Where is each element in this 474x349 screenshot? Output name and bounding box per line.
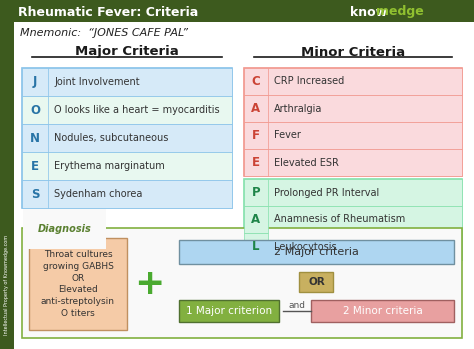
FancyBboxPatch shape — [244, 68, 268, 95]
FancyBboxPatch shape — [22, 96, 48, 124]
FancyBboxPatch shape — [244, 233, 268, 260]
FancyBboxPatch shape — [22, 124, 48, 152]
FancyBboxPatch shape — [244, 233, 462, 260]
Text: 1 Major criterion: 1 Major criterion — [186, 306, 272, 316]
FancyBboxPatch shape — [311, 300, 454, 322]
Text: Prolonged PR Interval: Prolonged PR Interval — [274, 187, 379, 198]
FancyBboxPatch shape — [22, 228, 462, 338]
Text: S: S — [31, 187, 39, 200]
FancyBboxPatch shape — [22, 180, 232, 208]
FancyBboxPatch shape — [244, 149, 462, 176]
Text: C: C — [252, 75, 260, 88]
FancyBboxPatch shape — [244, 68, 462, 95]
FancyBboxPatch shape — [244, 149, 268, 176]
Text: 2 Minor criteria: 2 Minor criteria — [343, 306, 422, 316]
Text: Anamnesis of Rheumatism: Anamnesis of Rheumatism — [274, 215, 405, 224]
FancyBboxPatch shape — [244, 95, 462, 122]
Text: N: N — [30, 132, 40, 144]
Text: CRP Increased: CRP Increased — [274, 76, 344, 87]
Text: Minor Criteria: Minor Criteria — [301, 45, 405, 59]
Text: O looks like a heart = myocarditis: O looks like a heart = myocarditis — [54, 105, 219, 115]
FancyBboxPatch shape — [22, 68, 232, 96]
Text: Elevated ESR: Elevated ESR — [274, 157, 339, 168]
FancyBboxPatch shape — [300, 272, 334, 292]
FancyBboxPatch shape — [22, 68, 48, 96]
Text: P: P — [252, 186, 260, 199]
Text: OR: OR — [308, 277, 325, 287]
FancyBboxPatch shape — [14, 22, 474, 349]
FancyBboxPatch shape — [22, 152, 48, 180]
FancyBboxPatch shape — [244, 122, 462, 149]
FancyBboxPatch shape — [22, 152, 232, 180]
Text: Diagnosis: Diagnosis — [38, 224, 92, 234]
Text: F: F — [252, 129, 260, 142]
FancyBboxPatch shape — [22, 124, 232, 152]
FancyBboxPatch shape — [244, 179, 462, 206]
Text: and: and — [289, 302, 306, 311]
Text: 2 Major criteria: 2 Major criteria — [274, 247, 359, 257]
FancyBboxPatch shape — [0, 0, 14, 349]
Text: Arthralgia: Arthralgia — [274, 104, 322, 113]
FancyBboxPatch shape — [0, 0, 474, 22]
Text: Leukocytosis: Leukocytosis — [274, 242, 337, 252]
FancyBboxPatch shape — [244, 122, 268, 149]
FancyBboxPatch shape — [179, 240, 454, 264]
Text: E: E — [31, 159, 39, 172]
Text: L: L — [252, 240, 260, 253]
FancyBboxPatch shape — [22, 180, 48, 208]
FancyBboxPatch shape — [29, 238, 127, 330]
Text: Major Criteria: Major Criteria — [75, 45, 179, 59]
Text: A: A — [251, 213, 261, 226]
Text: J: J — [33, 75, 37, 89]
Text: Nodules, subcutaneous: Nodules, subcutaneous — [54, 133, 168, 143]
Text: Rheumatic Fever: Criteria: Rheumatic Fever: Criteria — [18, 6, 198, 18]
FancyBboxPatch shape — [244, 206, 268, 233]
Text: Mnemonic:  “JONES CAFE PAL”: Mnemonic: “JONES CAFE PAL” — [20, 28, 188, 38]
Text: know: know — [350, 6, 387, 18]
Text: O: O — [30, 104, 40, 117]
Text: Sydenham chorea: Sydenham chorea — [54, 189, 142, 199]
FancyBboxPatch shape — [244, 179, 268, 206]
Text: Throat cultures
growing GABHS
OR
Elevated
anti-streptolysin
O titers: Throat cultures growing GABHS OR Elevate… — [41, 250, 115, 318]
Text: Intellectual Property of Knowmedge.com: Intellectual Property of Knowmedge.com — [4, 235, 9, 335]
FancyBboxPatch shape — [244, 179, 462, 260]
Text: +: + — [134, 267, 164, 301]
Text: Joint Involvement: Joint Involvement — [54, 77, 140, 87]
FancyBboxPatch shape — [244, 95, 268, 122]
FancyBboxPatch shape — [179, 300, 279, 322]
FancyBboxPatch shape — [244, 68, 462, 176]
Text: E: E — [252, 156, 260, 169]
Text: Erythema marginatum: Erythema marginatum — [54, 161, 165, 171]
Text: A: A — [251, 102, 261, 115]
Text: Fever: Fever — [274, 131, 301, 141]
Text: medge: medge — [376, 6, 424, 18]
FancyBboxPatch shape — [22, 68, 232, 208]
FancyBboxPatch shape — [244, 206, 462, 233]
FancyBboxPatch shape — [22, 96, 232, 124]
